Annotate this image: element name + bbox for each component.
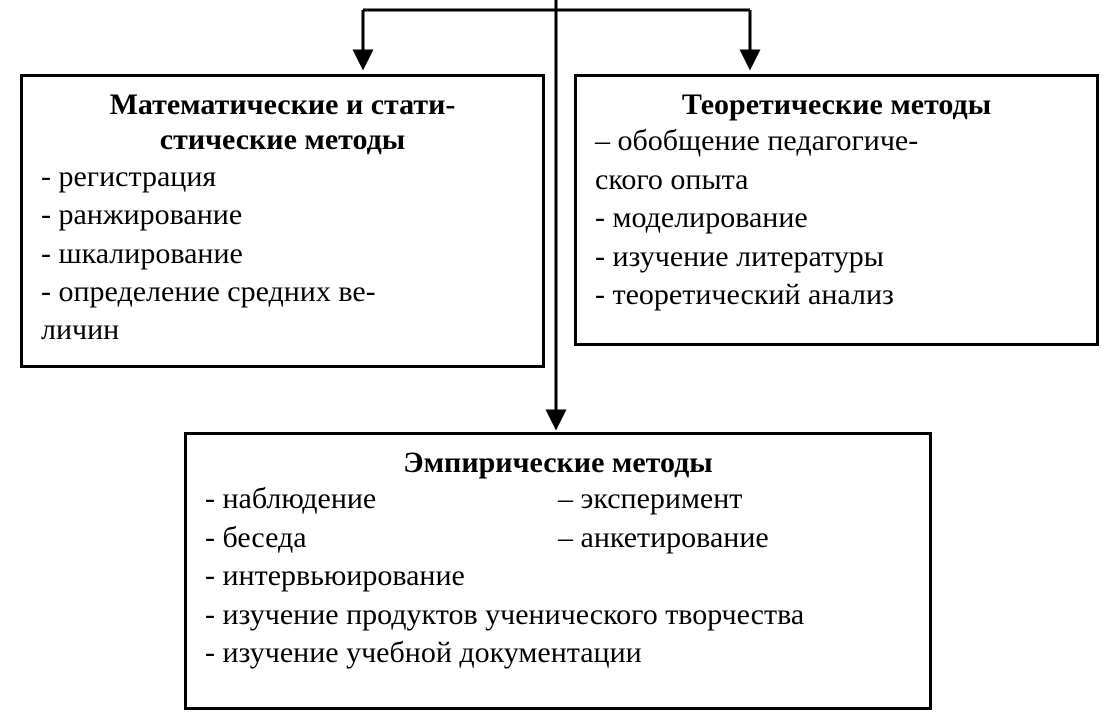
box-theoretical-title: Теоретические методы [595, 87, 1078, 122]
list-item: – эксперимент [558, 480, 911, 518]
list-item: - интервьюирование [205, 557, 911, 595]
title-line: Эмпирические методы [205, 445, 911, 480]
box-empirical-title: Эмпирические методы [205, 445, 911, 480]
list-item: ского опыта [595, 161, 1078, 199]
list-item: – анкетирование [558, 519, 911, 557]
col-left: - наблюдение - беседа [205, 480, 558, 557]
list-item: - наблюдение [205, 480, 558, 518]
title-line: стические методы [41, 122, 524, 157]
list-item: личин [41, 311, 524, 349]
list-item: - изучение продуктов ученического творче… [205, 596, 911, 634]
box-theoretical-methods: Теоретические методы – обобщение педагог… [574, 74, 1099, 346]
list-item: - беседа [205, 519, 558, 557]
list-item: - шкалирование [41, 235, 524, 273]
list-item: - изучение учебной документации [205, 634, 911, 672]
list-item: - ранжирование [41, 196, 524, 234]
list-item: - регистрация [41, 158, 524, 196]
box-empirical-methods: Эмпирические методы - наблюдение - бесед… [184, 432, 932, 710]
title-line: Математические и стати- [41, 87, 524, 122]
list-item: - изучение литературы [595, 238, 1078, 276]
box-math-stat-methods: Математические и стати- стические методы… [20, 74, 545, 368]
box-math-stat-items: - регистрация - ранжирование - шкалирова… [41, 158, 524, 350]
list-item: - теоретический анализ [595, 276, 1078, 314]
list-item: – обобщение педагогиче- [595, 122, 1078, 160]
diagram-canvas: Математические и стати- стические методы… [0, 0, 1116, 716]
box-math-stat-title: Математические и стати- стические методы [41, 87, 524, 158]
title-line: Теоретические методы [595, 87, 1078, 122]
box-empirical-items: - наблюдение - беседа – эксперимент – ан… [205, 480, 911, 672]
list-item: - определение средних ве- [41, 273, 524, 311]
list-item: - моделирование [595, 199, 1078, 237]
two-column-items: - наблюдение - беседа – эксперимент – ан… [205, 480, 911, 557]
box-theoretical-items: – обобщение педагогиче- ского опыта - мо… [595, 122, 1078, 314]
col-right: – эксперимент – анкетирование [558, 480, 911, 557]
